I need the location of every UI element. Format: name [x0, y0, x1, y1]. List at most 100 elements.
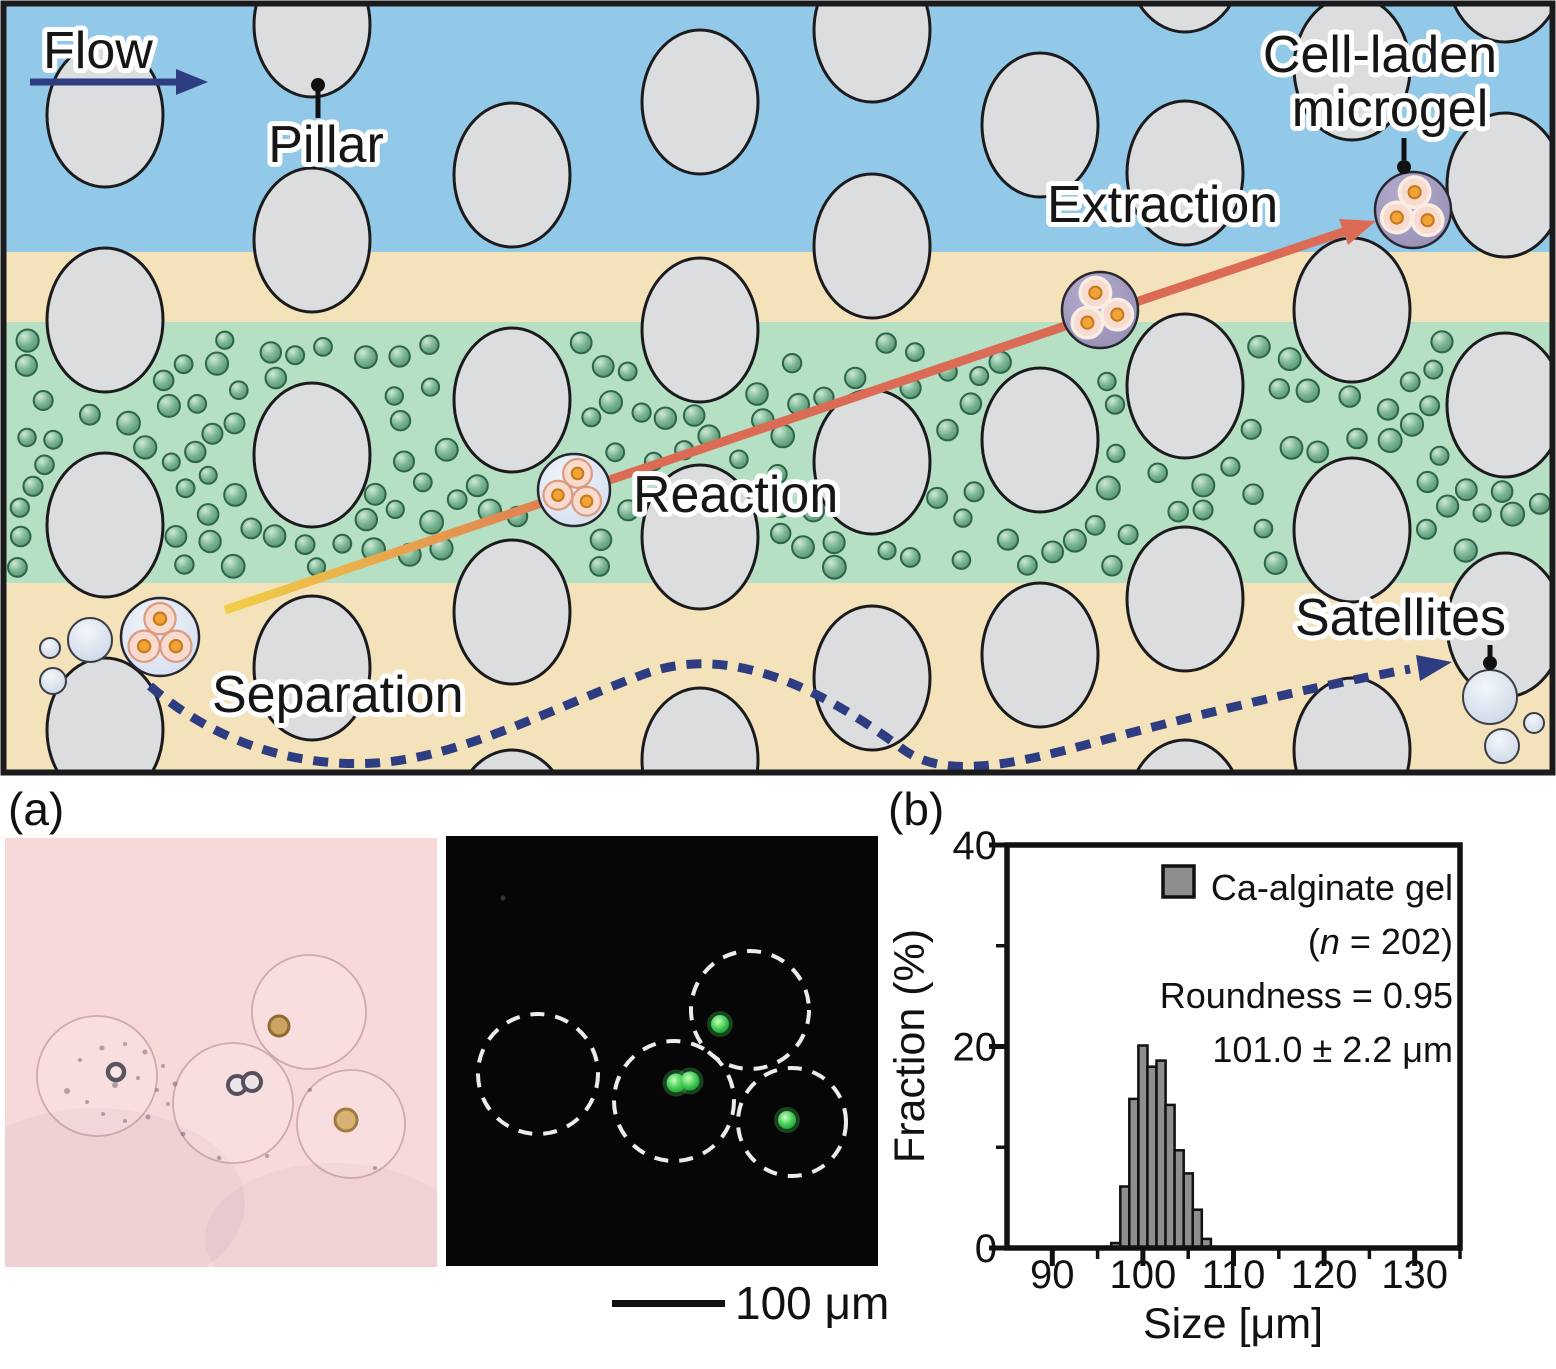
cell-laden-callout [1397, 138, 1411, 174]
pillar [1125, 312, 1245, 460]
calcium-particle [996, 528, 1020, 551]
calcium-particle [581, 407, 602, 428]
y-axis-label: Fraction (%) [890, 929, 934, 1163]
calcium-particle [420, 377, 441, 397]
satellites-label: Satellites [1295, 589, 1506, 647]
calcium-particle [959, 392, 983, 416]
calcium-particle [1017, 554, 1038, 576]
cell-pair-brightfield [226, 1071, 263, 1096]
separation-dashed-arrow [147, 655, 1452, 770]
pillar [980, 51, 1100, 199]
calcium-particle [198, 465, 218, 485]
satellite-droplet [1462, 669, 1518, 725]
calcium-particle [14, 353, 38, 377]
calcium-particle [1104, 394, 1126, 415]
satellite-droplet [39, 637, 61, 659]
cell-laden-label-line1: Cell-laden [1263, 26, 1497, 84]
calcium-particle [631, 402, 652, 423]
calcium-particle [844, 366, 867, 390]
calcium-particle [184, 440, 207, 464]
calcium-particle [617, 361, 638, 382]
pillar [45, 246, 165, 394]
cell-nucleus [579, 494, 594, 509]
calcium-particle [175, 478, 196, 499]
calcium-particle [1429, 445, 1450, 466]
cell-nucleus [570, 466, 585, 481]
histogram-bar [1119, 1185, 1131, 1250]
calcium-particle [259, 341, 282, 364]
calcium-particle [1220, 456, 1241, 477]
histogram-bar [1137, 1044, 1149, 1250]
calcium-particle [196, 503, 220, 526]
calcium-particle [133, 435, 158, 460]
calcium-particle [434, 437, 459, 462]
calcium-particle [1423, 359, 1444, 380]
histogram-bar [1128, 1097, 1140, 1250]
pillar [1125, 525, 1245, 673]
calcium-particle [9, 525, 32, 548]
calcium-particle [1062, 528, 1087, 553]
pillar [252, 166, 372, 314]
calcium-particle [822, 531, 846, 555]
calcium-particle [223, 412, 246, 435]
calcium-particle [161, 452, 181, 472]
cell-nucleus [1407, 185, 1422, 200]
pillar [1445, 331, 1550, 479]
y-tick-label: 20 [953, 1026, 998, 1070]
calcium-particle [1117, 524, 1139, 546]
calcium-particle [198, 529, 222, 554]
pillar [1292, 6, 1412, 142]
panel-b-label: (b) [888, 783, 945, 835]
calcium-particle [936, 418, 959, 442]
calcium-particle [822, 554, 847, 580]
x-axis-label: Size [μm] [1143, 1300, 1323, 1348]
calcium-particle [332, 533, 353, 554]
calcium-particle [7, 557, 28, 578]
calcium-particle [262, 524, 287, 548]
pillar [812, 604, 932, 752]
cell-laden-droplet [119, 596, 201, 678]
calcium-particle [1106, 443, 1126, 463]
legend-n-label: (n = 202) [1308, 921, 1453, 962]
schematic-border [0, 0, 1556, 776]
pillar-label: Pillar [268, 116, 384, 174]
calcium-particle [1147, 462, 1168, 484]
cell-nucleus [1389, 210, 1404, 225]
calcium-particles [7, 328, 1550, 580]
calcium-particle [1240, 418, 1262, 440]
satellite-droplet [1484, 728, 1520, 764]
pillar [252, 381, 372, 529]
pillar [1292, 676, 1412, 770]
pillar [1292, 456, 1412, 604]
histogram-bar [1182, 1172, 1195, 1250]
calcium-particle [240, 517, 263, 540]
calcium-particle [1101, 554, 1123, 577]
calcium-particle [791, 535, 815, 560]
legend-swatch [1161, 864, 1196, 899]
cell-nucleus [168, 639, 184, 654]
calcium-particle [591, 355, 615, 378]
axis-ticks [989, 842, 1462, 1266]
x-tick-label: 120 [1291, 1253, 1358, 1297]
calcium-particle [769, 496, 792, 519]
pillar [640, 686, 760, 770]
calcium-particle [729, 449, 749, 470]
calcium-particle [598, 390, 624, 415]
calcium-particle [1399, 412, 1425, 437]
pillar [45, 451, 165, 599]
calcium-particle [617, 499, 640, 522]
calcium-particle [899, 547, 921, 568]
calcium-particle [767, 464, 788, 485]
calcium-particle [1279, 435, 1304, 460]
pillar [812, 172, 932, 320]
pillar [812, 6, 932, 104]
plot-area [1007, 845, 1460, 1248]
legend-roundness-label: Roundness = 0.95 [1160, 975, 1453, 1016]
calcium-particle [963, 481, 985, 503]
x-tick-label: 90 [1030, 1253, 1075, 1297]
panel-a-label: (a) [8, 783, 65, 835]
cell-nucleus [551, 488, 565, 503]
legend-series-label: Ca-alginate gel [1211, 867, 1453, 908]
calcium-particle [156, 393, 181, 418]
calcium-particle [17, 427, 37, 448]
